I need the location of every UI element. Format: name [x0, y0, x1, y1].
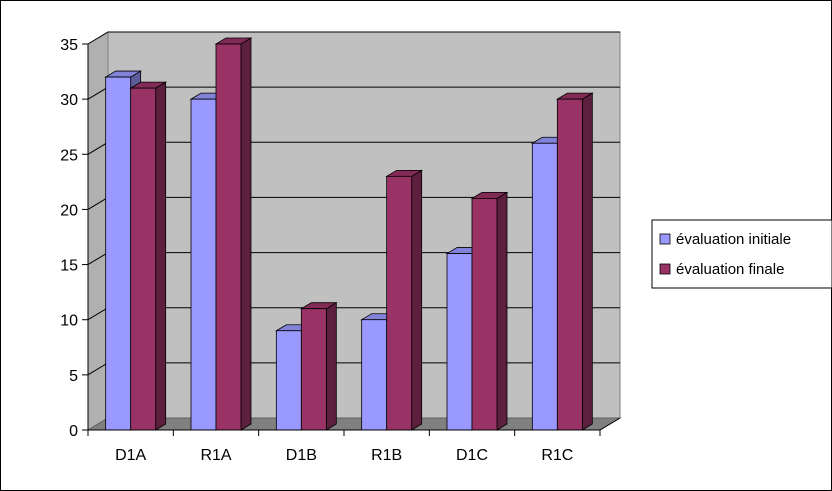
bar-r1a-finale [215, 43, 242, 431]
bar-d1b-finale-side [325, 301, 337, 431]
legend-swatch [659, 263, 671, 275]
x-tick-label: R1B [371, 447, 402, 464]
bar-d1c-finale-side [496, 191, 508, 431]
x-tick-label: D1B [286, 447, 317, 464]
legend: évaluation initiale évaluation finale [651, 219, 832, 289]
x-tick-label: D1C [456, 447, 488, 464]
legend-swatch [659, 233, 671, 245]
gridline [87, 31, 620, 45]
x-tick-label: R1C [541, 447, 573, 464]
y-tick-label: 15 [60, 258, 78, 275]
plot-area: 0 5 10 15 20 25 30 35 D1A R1A D1B R1B D1C R1C [60, 31, 622, 464]
bar-r1b-finale [386, 175, 413, 431]
bar-r1c-finale-side [581, 92, 593, 431]
bar-r1a-finale-side [240, 37, 252, 431]
y-tick-label: 30 [60, 92, 78, 109]
bar-r1c-finale [556, 98, 583, 431]
bar-d1a-finale [130, 87, 157, 431]
x-axis-depth [599, 417, 621, 431]
y-tick-label: 5 [69, 368, 78, 385]
y-tick-label: 10 [60, 313, 78, 330]
legend-box [651, 219, 832, 289]
bar-d1c-finale [471, 197, 498, 431]
y-tick-label: 0 [69, 423, 78, 440]
y-tick-label: 20 [60, 202, 78, 219]
legend-label: évaluation finale [676, 261, 784, 278]
bar-r1c-initiale [531, 142, 558, 431]
bar-r1b-finale-side [411, 169, 423, 431]
bar-d1c-initiale [446, 253, 473, 431]
legend-label: évaluation initiale [676, 231, 791, 248]
bar-r1b-initiale [361, 319, 388, 431]
bar-d1a-initiale [105, 76, 132, 431]
bar-d1b-finale [300, 308, 327, 431]
bar-d1b-initiale [275, 330, 302, 431]
x-tick-label: R1A [200, 447, 231, 464]
side-wall [87, 31, 109, 431]
y-tick-label: 35 [60, 37, 78, 54]
x-tick-label: D1A [115, 447, 146, 464]
bar-r1a-initiale [190, 98, 217, 431]
bar-d1a-finale-side [155, 81, 167, 431]
y-tick-label: 25 [60, 147, 78, 164]
